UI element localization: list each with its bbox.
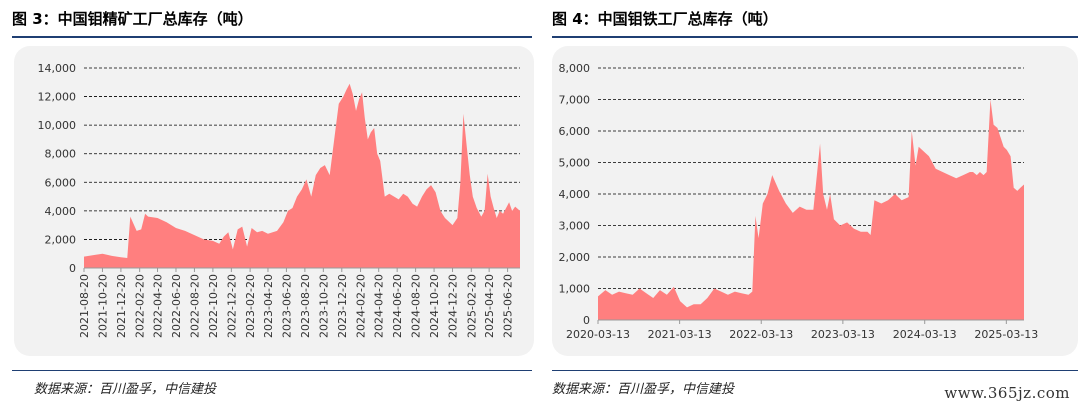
y-tick-label: 4,000 (559, 188, 591, 201)
x-tick-label: 2025-06-20 (502, 274, 515, 338)
y-tick-label: 1,000 (559, 283, 591, 296)
x-tick-label: 2023-02-20 (244, 274, 257, 338)
title-rule-right (552, 36, 1078, 38)
x-tick-label: 2022-10-20 (207, 274, 220, 338)
y-tick-label: 8,000 (45, 148, 77, 161)
x-tick-label: 2020-03-13 (566, 328, 630, 341)
x-tick-label: 2021-03-13 (648, 328, 712, 341)
x-tick-label: 2023-06-20 (280, 274, 293, 338)
right-panel: 图 4：中国钼铁工厂总库存（吨） 0 1,000 2,000 3,000 4,000 5,… (548, 0, 1080, 410)
x-tick-label: 2025-03-13 (974, 328, 1038, 341)
x-tick-label: 2024-04-20 (373, 274, 386, 338)
molybdenum-concentrate-inventory-chart: 0 2,000 4,000 6,000 8,000 10,000 12,000 14,000 2… (38, 62, 520, 338)
y-tick-label: 0 (69, 262, 76, 275)
x-tick-label: 2023-12-20 (336, 274, 349, 338)
inventory-area-series (598, 99, 1024, 320)
y-tick-label: 6,000 (45, 176, 77, 189)
x-tick-label: 2025-02-20 (465, 274, 478, 338)
x-tick-label: 2024-12-20 (447, 274, 460, 338)
x-tick-label: 2024-02-20 (355, 274, 368, 338)
y-tick-label: 3,000 (559, 220, 591, 233)
x-tick-label: 2023-03-13 (811, 328, 875, 341)
x-tick-label: 2023-04-20 (262, 274, 275, 338)
y-tick-label: 5,000 (559, 157, 591, 170)
y-tick-label: 6,000 (559, 125, 591, 138)
x-tick-label: 2021-12-20 (115, 274, 128, 338)
left-panel: 图 3：中国钼精矿工厂总库存（吨） 0 2,000 4,000 6,000 8,000 1… (12, 10, 534, 397)
ferromolybdenum-inventory-chart: 0 1,000 2,000 3,000 4,000 5,000 6,000 7,000 8,00… (559, 62, 1039, 341)
y-tick-label: 2,000 (559, 251, 591, 264)
y-tick-label: 0 (583, 314, 590, 327)
inventory-area-series (84, 83, 520, 269)
x-tick-label: 2024-03-13 (893, 328, 957, 341)
y-tick-label: 7,000 (559, 94, 591, 107)
source-note-left: 数据来源：百川盈孚，中信建投 (34, 382, 217, 397)
x-tick-label: 2021-08-20 (78, 274, 91, 338)
x-tick-label: 2022-06-20 (170, 274, 183, 338)
source-note-right: 数据来源：百川盈孚，中信建投 (552, 382, 735, 397)
x-tick-label: 2024-08-20 (410, 274, 423, 338)
figure-title-right: 图 4：中国钼铁工厂总库存（吨） (552, 10, 778, 28)
x-tick-label: 2022-12-20 (225, 274, 238, 338)
source-rule-right (552, 370, 1078, 371)
x-tick-label: 2024-06-20 (391, 274, 404, 338)
x-tick-label: 2022-02-20 (134, 274, 147, 338)
plot-background-left (14, 46, 534, 356)
x-tick-label: 2021-10-20 (96, 274, 109, 338)
x-tick-label: 2022-03-13 (729, 328, 793, 341)
title-rule-left (12, 36, 532, 38)
y-tick-label: 4,000 (45, 205, 77, 218)
figure-title-left: 图 3：中国钼精矿工厂总库存（吨） (12, 10, 253, 28)
watermark: www.365jz.com (944, 384, 1070, 402)
x-tick-label: 2022-08-20 (188, 274, 201, 338)
x-tick-label: 2024-10-20 (428, 274, 441, 338)
x-tick-label: 2022-04-20 (152, 274, 165, 338)
y-tick-label: 12,000 (38, 91, 77, 104)
y-tick-label: 10,000 (38, 119, 77, 132)
x-tick-label: 2023-10-20 (317, 274, 330, 338)
x-tick-label: 2025-04-20 (483, 274, 496, 338)
source-rule-left (12, 370, 532, 371)
y-tick-label: 2,000 (45, 233, 77, 246)
y-tick-label: 14,000 (38, 62, 77, 75)
y-tick-label: 8,000 (559, 62, 591, 75)
x-tick-label: 2023-08-20 (299, 274, 312, 338)
